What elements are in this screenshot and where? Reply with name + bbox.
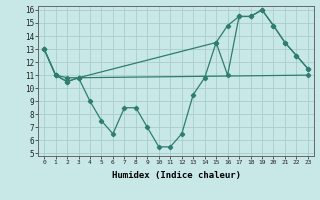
X-axis label: Humidex (Indice chaleur): Humidex (Indice chaleur) — [111, 171, 241, 180]
